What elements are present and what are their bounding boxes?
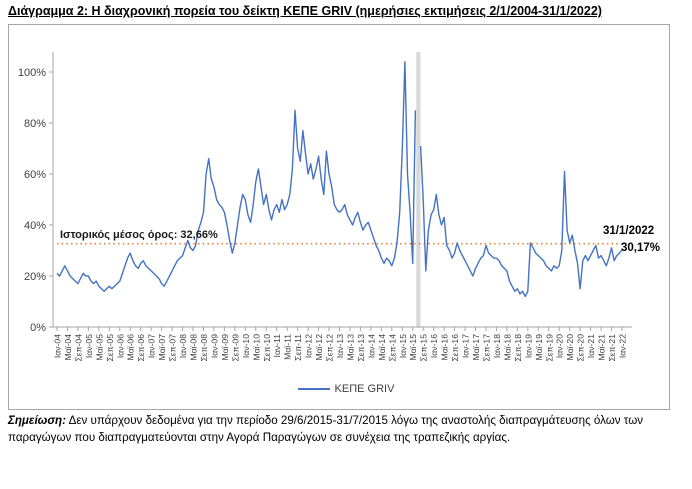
x-axis-tick-label: Ιαν-05 (84, 334, 94, 358)
note-label: Σημείωση: (8, 414, 66, 427)
x-axis-tick-label: Σεπ-17 (481, 334, 491, 362)
y-axis-tick-label: 100% (18, 67, 46, 79)
x-axis-tick-label: Ιαν-16 (429, 334, 439, 358)
x-axis-tick-label: Ιαν-09 (209, 334, 219, 358)
legend-line-swatch (297, 388, 330, 390)
historical-mean-label: Ιστορικός μέσος όρος: 32,66% (60, 229, 218, 241)
x-axis-tick-label: Μαϊ-10 (251, 334, 261, 361)
x-axis-tick-label: Ιαν-18 (492, 334, 502, 358)
x-axis-tick-label: Μαϊ-11 (283, 334, 293, 360)
x-axis-tick-label: Ιαν-22 (618, 334, 628, 358)
x-axis-tick-label: Σεπ-08 (199, 334, 209, 362)
x-axis-tick-label: Ιαν-13 (335, 334, 345, 358)
y-axis-tick-label: 20% (24, 271, 46, 283)
x-axis-tick-label: Ιαν-04 (53, 334, 63, 358)
x-axis-tick-label: Μαϊ-08 (189, 334, 199, 361)
x-axis-tick-label: Μαϊ-16 (440, 334, 450, 361)
y-axis-tick-label: 40% (24, 220, 46, 232)
x-axis-tick-label: Σεπ-21 (607, 334, 617, 362)
x-axis-tick-label: Σεπ-16 (450, 334, 460, 362)
y-axis-tick-label: 0% (30, 322, 46, 334)
y-axis-tick-label: 60% (24, 169, 46, 181)
end-annotation-date: 31/1/2022 (603, 225, 655, 237)
x-axis-tick-label: Μαϊ-19 (534, 334, 544, 361)
x-axis-tick-label: Σεπ-15 (419, 334, 429, 362)
x-axis-tick-label: Μαϊ-18 (502, 334, 512, 361)
x-axis-tick-label: Σεπ-14 (387, 334, 397, 362)
chart-frame (8, 24, 670, 410)
x-axis-tick-label: Ιαν-17 (461, 334, 471, 358)
x-axis-tick-label: Ιαν-21 (586, 334, 596, 358)
end-annotation-value: 30,17% (621, 242, 661, 254)
x-axis-tick-label: Μαϊ-13 (345, 334, 355, 361)
x-axis-tick-label: Σεπ-13 (356, 334, 366, 362)
kepe-griv-series-line (419, 145, 623, 298)
chart-legend: ΚΕΠΕ GRIV (0, 383, 692, 395)
x-axis-tick-label: Μαϊ-06 (126, 334, 136, 361)
x-axis-tick-label: Σεπ-05 (105, 334, 115, 362)
x-axis-tick-label: Ιαν-11 (272, 334, 282, 358)
x-axis-tick-label: Ιαν-07 (147, 334, 157, 358)
x-axis-tick-label: Μαϊ-20 (565, 334, 575, 361)
kepe-griv-series-line (56, 61, 417, 292)
x-axis-tick-label: Σεπ-19 (544, 334, 554, 362)
figure-title: Διάγραμμα 2: Η διαχρονική πορεία του δεί… (8, 4, 602, 18)
y-axis-tick-label: 80% (24, 118, 46, 130)
x-axis-tick-label: Σεπ-09 (230, 334, 240, 362)
figure-note: Σημείωση: Δεν υπάρχουν δεδομένα για την … (8, 413, 686, 447)
x-axis-tick-label: Σεπ-04 (73, 334, 83, 362)
x-axis-tick-label: Σεπ-10 (262, 334, 272, 362)
x-axis-tick-label: Ιαν-15 (398, 334, 408, 358)
x-axis-tick-label: Μαϊ-14 (377, 334, 387, 361)
x-axis-tick-label: Σεπ-07 (168, 334, 178, 362)
x-axis-tick-label: Σεπ-20 (576, 334, 586, 362)
x-axis-tick-label: Μαϊ-21 (597, 334, 607, 361)
x-axis-tick-label: Μαϊ-07 (157, 334, 167, 361)
x-axis-tick-label: Ιαν-10 (241, 334, 251, 358)
suspension-gap-band (416, 52, 421, 327)
x-axis-tick-label: Μαϊ-04 (63, 334, 73, 361)
x-axis-tick-label: Μαϊ-05 (94, 334, 104, 361)
x-axis-tick-label: Ιαν-08 (178, 334, 188, 358)
x-axis-tick-label: Σεπ-18 (513, 334, 523, 362)
x-axis-tick-label: Ιαν-19 (523, 334, 533, 358)
x-axis-tick-label: Ιαν-12 (304, 334, 314, 358)
x-axis-tick-label: Σεπ-12 (325, 334, 335, 362)
x-axis-tick-label: Μαϊ-15 (408, 334, 418, 361)
x-axis-tick-label: Μαϊ-09 (220, 334, 230, 361)
x-axis-tick-label: Ιαν-06 (115, 334, 125, 358)
x-axis-tick-label: Μαϊ-12 (314, 334, 324, 361)
x-axis-tick-label: Ιαν-14 (366, 334, 376, 358)
x-axis-tick-label: Μαϊ-17 (471, 334, 481, 361)
x-axis-tick-label: Σεπ-11 (293, 334, 303, 361)
x-axis-tick-label: Ιαν-20 (555, 334, 565, 358)
legend-series-label: ΚΕΠΕ GRIV (334, 383, 395, 395)
note-text: Δεν υπάρχουν δεδομένα για την περίοδο 29… (8, 414, 644, 444)
x-axis-tick-label: Σεπ-06 (136, 334, 146, 362)
